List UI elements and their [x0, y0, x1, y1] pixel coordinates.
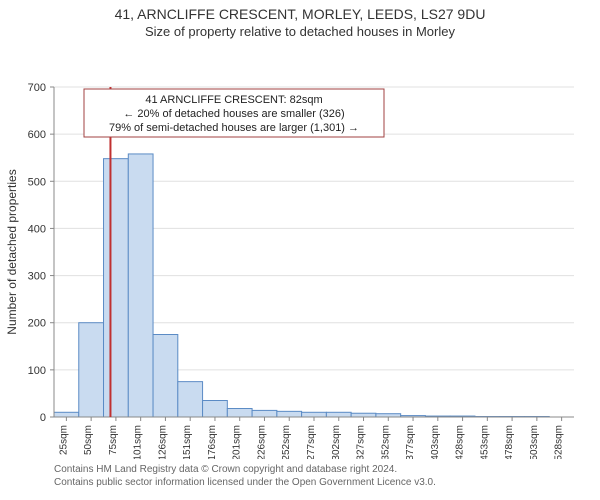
- histogram-bar: [326, 412, 351, 417]
- ytick-label: 600: [28, 129, 46, 141]
- xtick-label: 302sqm: [331, 425, 342, 459]
- histogram-bar: [178, 382, 203, 417]
- xtick-label: 528sqm: [554, 425, 565, 459]
- xtick-label: 403sqm: [430, 425, 441, 459]
- xtick-label: 75sqm: [108, 425, 119, 455]
- xtick-label: 252sqm: [281, 425, 292, 459]
- xtick-label: 503sqm: [529, 425, 540, 459]
- histogram-bar: [227, 409, 252, 417]
- histogram-bar: [351, 413, 376, 417]
- xtick-label: 352sqm: [380, 425, 391, 459]
- xtick-label: 151sqm: [182, 425, 193, 459]
- histogram-chart: 0 100 200 300 400 500 600 700 25sqm 50sqm 75sqm 101…: [0, 39, 600, 459]
- xtick-label: 277sqm: [306, 425, 317, 459]
- histogram-bar: [252, 410, 277, 417]
- ytick-label: 300: [28, 271, 46, 283]
- xtick-label: 478sqm: [504, 425, 515, 459]
- histogram-bar: [203, 401, 228, 418]
- annotation-line1: 41 ARNCLIFFE CRESCENT: 82sqm: [145, 94, 322, 106]
- chart-container: 0 100 200 300 400 500 600 700 25sqm 50sqm 75sqm 101…: [0, 39, 600, 459]
- histogram-bar: [54, 412, 79, 417]
- xtick-label: 453sqm: [479, 425, 490, 459]
- histogram-bar: [153, 335, 178, 418]
- xtick-label: 176sqm: [207, 425, 218, 459]
- footer: Contains HM Land Registry data © Crown c…: [0, 459, 600, 489]
- xtick-label: 428sqm: [455, 425, 466, 459]
- footer-line2: Contains public sector information licen…: [54, 476, 590, 489]
- annotation-line3: 79% of semi-detached houses are larger (…: [109, 122, 359, 134]
- ytick-label: 700: [28, 82, 46, 94]
- xtick-label: 50sqm: [83, 425, 94, 455]
- xtick-label: 377sqm: [405, 425, 416, 459]
- ytick-label: 500: [28, 176, 46, 188]
- xtick-label: 25sqm: [58, 425, 69, 455]
- histogram-bar: [79, 323, 104, 417]
- xtick-label: 101sqm: [133, 425, 144, 459]
- xtick-label: 327sqm: [356, 425, 367, 459]
- histogram-bar: [277, 411, 302, 417]
- page-title-line2: Size of property relative to detached ho…: [0, 24, 600, 39]
- histogram-bar: [104, 159, 129, 417]
- page-title-line1: 41, ARNCLIFFE CRESCENT, MORLEY, LEEDS, L…: [0, 6, 600, 22]
- histogram-bar: [302, 412, 327, 417]
- footer-line1: Contains HM Land Registry data © Crown c…: [54, 463, 590, 476]
- annotation-line2: ← 20% of detached houses are smaller (32…: [123, 108, 344, 120]
- ytick-label: 0: [40, 412, 46, 424]
- histogram-bar: [128, 154, 153, 417]
- ytick-label: 400: [28, 223, 46, 235]
- ytick-label: 200: [28, 318, 46, 330]
- xtick-label: 126sqm: [157, 425, 168, 459]
- ytick-label: 100: [28, 365, 46, 377]
- y-axis-label: Number of detached properties: [5, 169, 19, 334]
- xtick-label: 201sqm: [232, 425, 243, 459]
- xtick-label: 226sqm: [256, 425, 267, 459]
